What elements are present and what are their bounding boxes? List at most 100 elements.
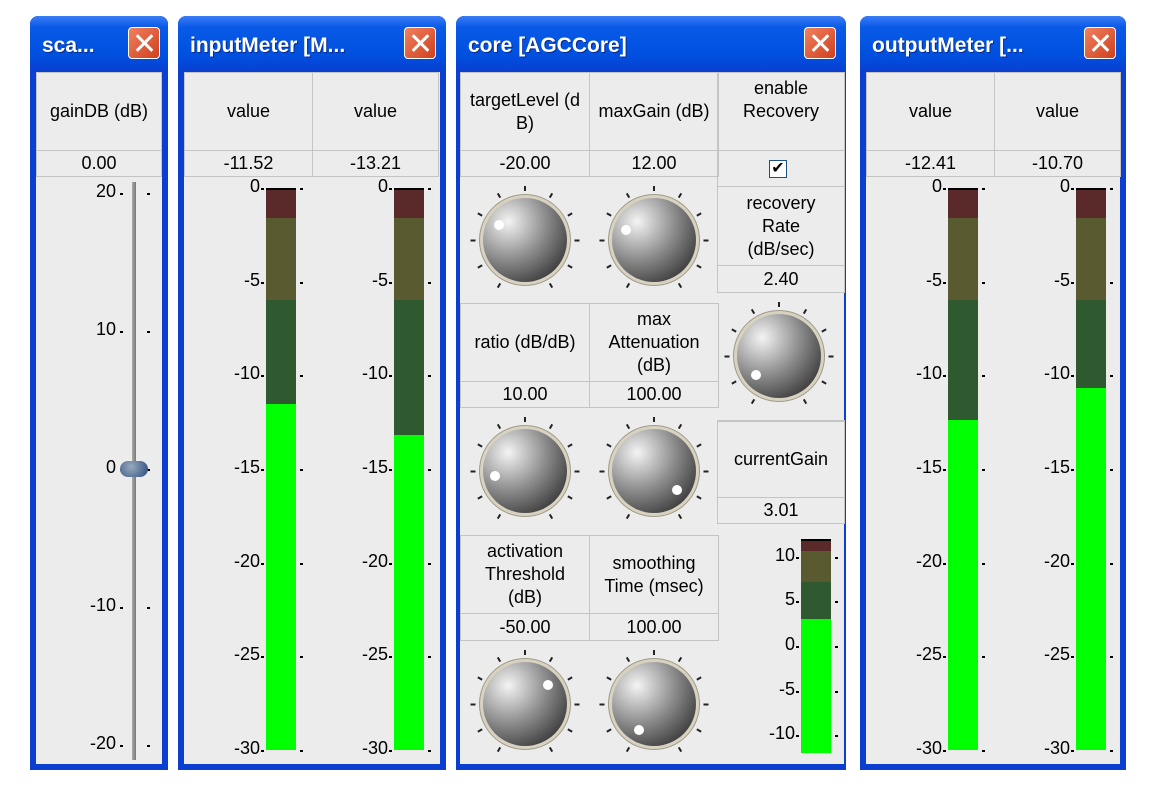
channel-label: value	[184, 72, 313, 151]
channel-label: value	[312, 72, 439, 151]
knob-tick	[724, 355, 730, 358]
tick-mark	[261, 188, 264, 190]
param-value[interactable]: -50.00	[460, 613, 590, 641]
knob-tick	[625, 192, 631, 199]
knob-tick	[496, 513, 502, 520]
scale-tick-label: -20	[915, 550, 942, 571]
tick-mark	[428, 562, 431, 565]
recovery-rate-label: recovery Rate (dB/sec)	[717, 186, 845, 266]
knob-tick	[625, 513, 631, 520]
title-bar[interactable]: outputMeter [...	[860, 16, 1126, 72]
knob-tick	[599, 470, 605, 473]
param-value[interactable]: 100.00	[589, 381, 719, 408]
tick-mark	[1071, 281, 1074, 284]
core-window: core [AGCCore] targetLevel (d B) -20.00 ma…	[456, 16, 846, 770]
recovery-rate-value[interactable]: 2.40	[717, 265, 845, 293]
close-icon[interactable]	[128, 27, 160, 59]
scale-tick-label: -20	[1043, 550, 1070, 571]
knob-tick	[567, 443, 573, 448]
scale-tick-label: 0	[249, 176, 260, 196]
level-meter	[948, 188, 978, 750]
knob-tick	[567, 495, 573, 500]
input-meter-window: inputMeter [M... value -11.52 0 -5 -10 -15 -20…	[178, 16, 446, 770]
tick-mark	[982, 562, 985, 565]
knob-tick	[606, 495, 612, 500]
knob-indicator	[751, 370, 762, 381]
knob-tick	[599, 703, 605, 706]
tick-mark	[1110, 469, 1113, 471]
slider-thumb[interactable]	[120, 461, 148, 477]
tick-mark	[261, 656, 264, 659]
param-value[interactable]: -20.00	[460, 150, 590, 177]
tick-mark	[120, 607, 123, 609]
level-meter	[266, 188, 296, 750]
knob[interactable]	[612, 198, 696, 282]
knob-tick	[574, 239, 580, 242]
output-meter-window: outputMeter [... value -12.41 0 -5 -10 -15 -20…	[860, 16, 1126, 770]
scale-tick-label: 0	[377, 176, 388, 196]
param-value[interactable]: 100.00	[589, 613, 719, 641]
knob-tick	[778, 302, 780, 307]
title-bar[interactable]: inputMeter [M...	[178, 16, 446, 72]
scale-tick-label: 20	[95, 181, 116, 201]
knob-tick	[606, 443, 612, 448]
knob[interactable]	[483, 662, 567, 746]
scale-tick-label: -10	[89, 595, 116, 615]
scalar-window: sca... gainDB (dB) 0.00 20 10 0 -10 -20	[30, 16, 168, 770]
tick-mark	[1110, 750, 1113, 752]
tick-mark	[261, 375, 264, 378]
meter-safe-zone	[394, 300, 424, 436]
title-bar[interactable]: core [AGCCore]	[456, 16, 846, 72]
knob[interactable]	[612, 662, 696, 746]
close-icon[interactable]	[1084, 27, 1116, 59]
window-title: outputMeter [...	[872, 34, 1024, 57]
scale-tick-label: 10	[774, 544, 795, 565]
knob[interactable]	[483, 198, 567, 282]
tick-mark	[943, 656, 946, 659]
enable-recovery-checkbox[interactable]: ✔	[769, 160, 787, 178]
tick-mark	[796, 556, 799, 559]
scale-tick-label: -15	[233, 457, 260, 477]
param-value[interactable]: 10.00	[460, 381, 590, 408]
window-title: core [AGCCore]	[468, 34, 627, 57]
knob-tick	[731, 328, 737, 333]
knob-tick	[625, 282, 631, 289]
param-value[interactable]: 0.00	[36, 150, 162, 177]
tick-mark	[943, 469, 946, 471]
tick-mark	[389, 281, 392, 284]
knob-tick	[731, 380, 737, 385]
meter-level-fill	[266, 403, 296, 750]
knob-tick	[548, 746, 554, 753]
scale-tick-label: -5	[778, 678, 795, 699]
close-icon[interactable]	[804, 27, 836, 59]
knob-tick	[548, 513, 554, 520]
tick-mark	[389, 469, 392, 471]
knob[interactable]	[483, 429, 567, 513]
tick-mark	[835, 646, 838, 648]
tick-mark	[120, 745, 123, 747]
knob[interactable]	[737, 314, 821, 398]
tick-mark	[982, 375, 985, 378]
current-gain-label: currentGain	[717, 420, 845, 498]
tick-mark	[389, 656, 392, 659]
scale-tick-label: 0	[784, 634, 795, 654]
scale-tick-label: -30	[233, 738, 260, 758]
tick-mark	[835, 556, 838, 559]
gain-slider[interactable]: 20 10 0 -10 -20	[36, 176, 162, 764]
scale-tick-label: -25	[233, 644, 260, 665]
knob[interactable]	[612, 429, 696, 513]
tick-mark	[1071, 188, 1074, 190]
meter-warn-zone	[948, 218, 978, 301]
meter-safe-zone	[801, 581, 831, 620]
knob-tick	[750, 398, 756, 405]
knob-tick	[606, 212, 612, 217]
knob-tick	[821, 328, 827, 333]
knob-tick	[496, 192, 502, 199]
scale-tick-label: 0	[1059, 176, 1070, 196]
knob-tick	[567, 676, 573, 681]
tick-mark	[428, 750, 431, 752]
close-icon[interactable]	[404, 27, 436, 59]
title-bar[interactable]: sca...	[30, 16, 168, 72]
param-value[interactable]: 12.00	[589, 150, 719, 177]
scale-tick-label: -20	[89, 733, 116, 753]
